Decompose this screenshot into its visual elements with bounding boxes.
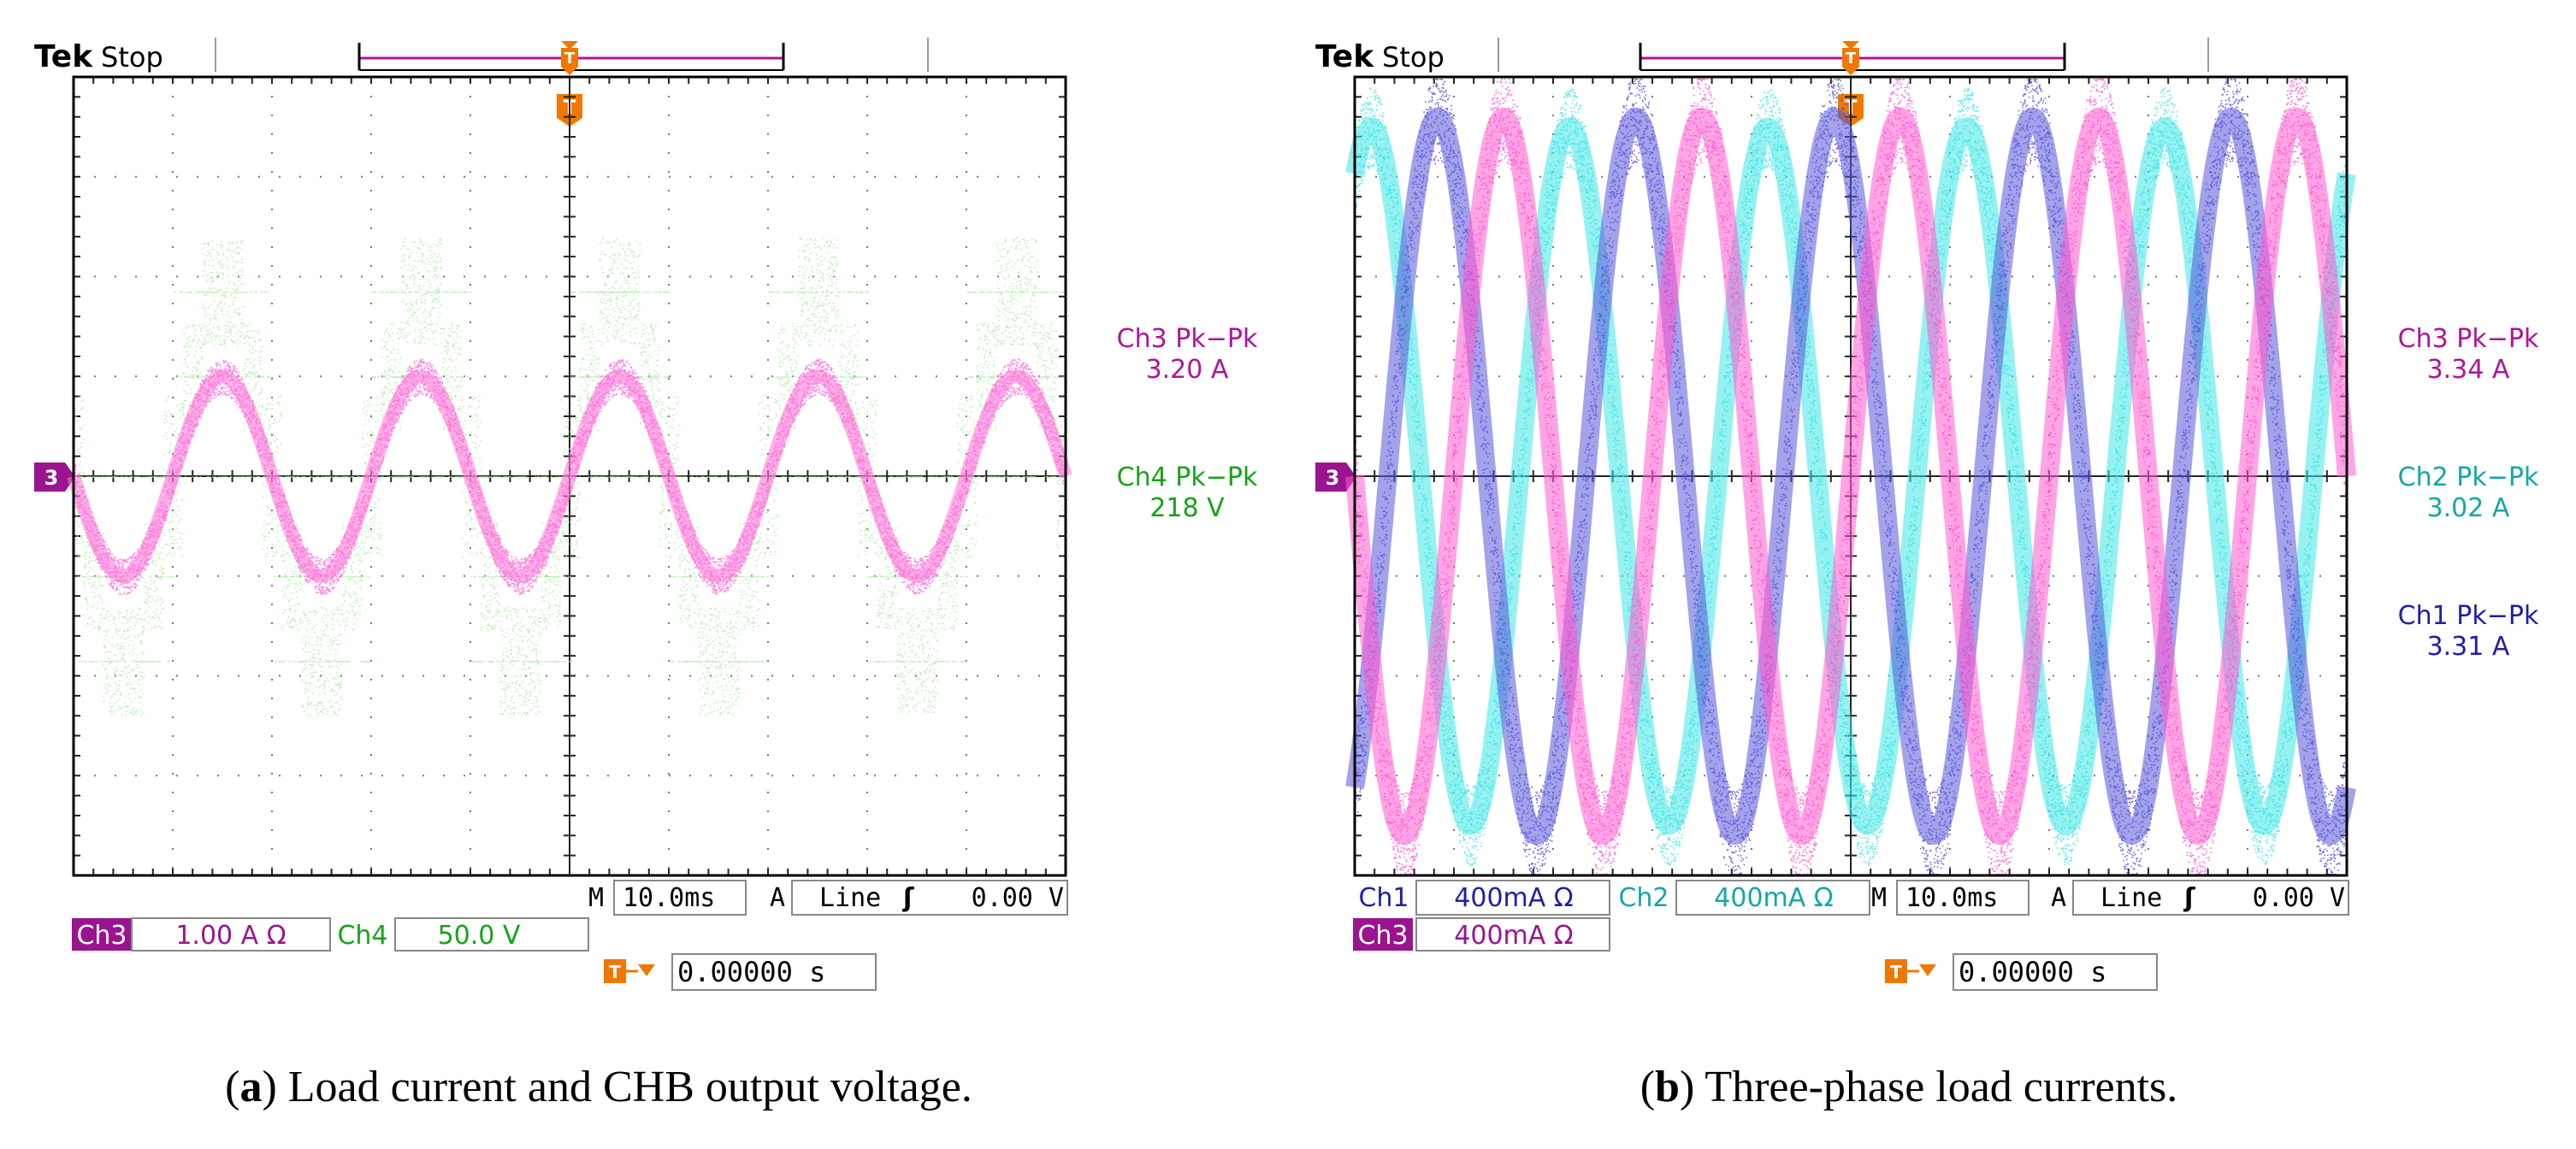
ch2-name: Ch2: [1618, 883, 1669, 913]
trigger-position-marker: T: [561, 41, 578, 75]
waveform-ch2: [1345, 87, 2356, 866]
timebase-m-label: M: [1871, 883, 1887, 913]
trigger-box: [791, 880, 1068, 916]
ch4-name: Ch4: [337, 921, 387, 951]
measurement-ch1-value: 3.31 A: [2427, 632, 2510, 662]
svg-text:T: T: [564, 50, 576, 68]
ch4-scale: 50.0 V: [438, 921, 521, 951]
brand-label: Tek: [34, 39, 93, 74]
trigger-mode-label: A: [2051, 883, 2066, 913]
brand-label: Tek: [1315, 39, 1374, 74]
measurement-ch1-label: Ch1 Pk−Pk: [2398, 601, 2539, 631]
waveforms-panel-b: [1345, 79, 2356, 875]
ch1-name: Ch1: [1358, 883, 1409, 913]
trigger-mode-label: A: [770, 883, 785, 913]
trigger-position-value: 0.00000 s: [1959, 956, 2106, 988]
timebase-value: 10.0ms: [623, 883, 715, 913]
svg-text:T: T: [609, 962, 621, 982]
waveform-core: [1345, 107, 2356, 846]
measurement-ch4-value: 218 V: [1149, 493, 1225, 523]
ch3-name: Ch3: [76, 921, 127, 951]
acquisition-state: Stop: [1382, 41, 1445, 74]
trigger-level: 0.00 V: [2253, 883, 2345, 913]
trigger-position-marker: T: [1842, 41, 1859, 75]
timebase-value: 10.0ms: [1905, 883, 1998, 913]
waveform-ch1: [1345, 79, 2356, 875]
measurement-ch2-value: 3.02 A: [2427, 493, 2510, 523]
trigger-position-icon: T: [604, 959, 655, 983]
ch3-name: Ch3: [1357, 921, 1408, 951]
ch1-scale: 400mA Ω: [1454, 883, 1573, 913]
measurement-ch3-value: 3.20 A: [1146, 355, 1229, 385]
caption-b: (b) Three-phase load currents.: [1640, 1063, 2178, 1111]
timebase-m-label: M: [588, 883, 604, 913]
ch3-scale-box: [131, 917, 331, 952]
screen-frame-a: [72, 75, 1067, 877]
caption-a: (a) Load current and CHB output voltage.: [225, 1063, 972, 1111]
svg-text:3: 3: [1326, 466, 1340, 490]
trigger-source: Line: [819, 883, 881, 913]
ch3-name-badge: [1353, 918, 1413, 951]
measurement-ch4-label: Ch4 Pk−Pk: [1117, 463, 1258, 492]
measurement-ch3-label: Ch3 Pk−Pk: [1117, 324, 1258, 354]
trigger-source: Line: [2100, 883, 2162, 913]
waveform-core: [1345, 107, 2356, 846]
trigger-position-icon: T: [1885, 959, 1936, 983]
waveform-ch3-load-current-: [67, 358, 1072, 596]
trigger-level: 0.00 V: [972, 883, 1064, 913]
trigger-position-value: 0.00000 s: [677, 956, 825, 988]
svg-text:T: T: [1890, 962, 1902, 982]
svg-text:T: T: [1846, 50, 1857, 68]
svg-text:3: 3: [44, 466, 59, 490]
waveforms-panel-a: [67, 238, 1072, 716]
trigger-position-box: [671, 953, 877, 991]
ch4-scale-box: [394, 917, 589, 952]
ch3-scale: 400mA Ω: [1454, 921, 1573, 951]
trigger-slope-icon: ʃ: [902, 883, 914, 913]
measurement-ch3-label: Ch3 Pk−Pk: [2398, 324, 2539, 354]
ch3-scale-box: [1415, 917, 1610, 952]
measurement-ch3-value: 3.34 A: [2427, 355, 2510, 385]
channel3-ground-marker: 3: [34, 463, 75, 492]
scope-panel-a: Tek Stop T T 3 Ch3 Pk−Pk 3.2: [34, 38, 1258, 1111]
timebase-box: [1896, 880, 2029, 916]
screen-frame-b: [1353, 75, 2349, 877]
ch2-scale-box: [1675, 880, 1870, 916]
timebase-box: [613, 880, 747, 916]
ch1-scale-box: [1415, 880, 1610, 916]
waveform-core: [67, 369, 1072, 583]
scope-panel-b: Tek Stop T T 3 Ch3 Pk−Pk 3.34 A Ch2 Pk−: [1315, 38, 2539, 1111]
trigger-box: [2072, 880, 2349, 916]
waveform-core: [1345, 117, 2356, 835]
ch2-scale: 400mA Ω: [1714, 883, 1833, 913]
trigger-slope-icon: ʃ: [2183, 883, 2195, 913]
ch3-name-badge: [72, 918, 132, 951]
ch3-scale: 1.00 A Ω: [175, 921, 286, 951]
waveform-ch3: [1345, 79, 2356, 875]
trigger-position-box: [1953, 953, 2158, 991]
acquisition-state: Stop: [101, 41, 163, 74]
measurement-ch2-label: Ch2 Pk−Pk: [2398, 463, 2539, 492]
